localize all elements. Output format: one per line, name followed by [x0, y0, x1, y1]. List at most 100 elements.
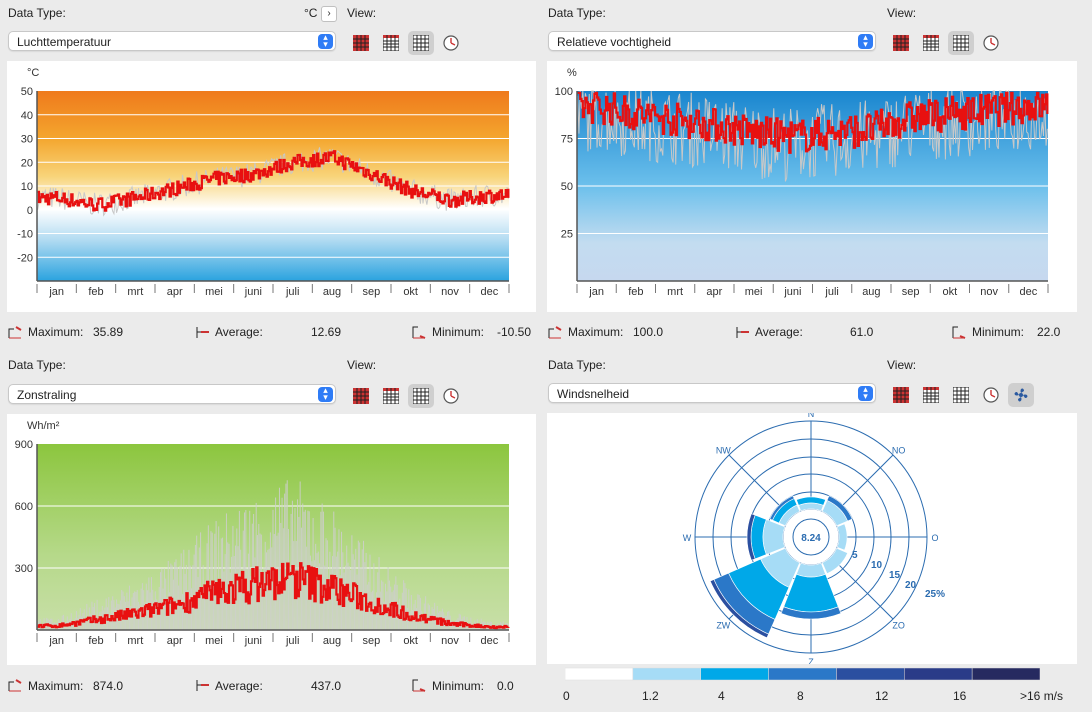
- view-clock-button[interactable]: [978, 383, 1004, 407]
- data-type-select[interactable]: Luchttemperatuur ▴ ▾: [8, 31, 336, 51]
- grid-icon: [413, 35, 429, 51]
- maximum-icon: [547, 325, 563, 342]
- rose-sector: [762, 519, 786, 555]
- clock-icon: [983, 35, 999, 51]
- view-grid-button[interactable]: [408, 384, 434, 408]
- select-arrows-icon: ▴ ▾: [318, 386, 333, 402]
- month-label: jan: [588, 286, 604, 298]
- view-heatmap-button[interactable]: [348, 31, 374, 55]
- table-grid-icon: [383, 388, 399, 404]
- minimum-icon: [411, 325, 427, 342]
- humidity-chart-panel: 100 75 50 25% jan feb mrt apr mei juni juli aug sep o…: [547, 61, 1077, 312]
- clock-icon: [983, 387, 999, 403]
- month-label: nov: [441, 286, 459, 298]
- month-label: dec: [480, 635, 498, 647]
- view-windrose-button[interactable]: [1008, 383, 1034, 407]
- minimum-label: Minimum:: [972, 325, 1025, 339]
- data-type-select[interactable]: Zonstraling ▴ ▾: [8, 384, 336, 404]
- month-label: mei: [745, 286, 763, 298]
- view-table-button[interactable]: [378, 31, 404, 55]
- legend-swatch: [971, 667, 1040, 681]
- month-label: juli: [285, 635, 299, 647]
- view-table-button[interactable]: [378, 384, 404, 408]
- minimum-label: Minimum:: [432, 325, 485, 339]
- month-label: juni: [244, 635, 262, 647]
- y-tick-label: 100: [555, 86, 573, 98]
- temperature-chart: 50 40 30 20 10 0 -10 -20 °C jan feb mrt apr mei juni ju…: [17, 67, 510, 298]
- view-clock-button[interactable]: [978, 31, 1004, 55]
- y-tick-label: 20: [21, 157, 33, 169]
- average-label: Average:: [215, 325, 263, 339]
- y-axis-unit: °C: [27, 67, 39, 79]
- maximum-label: Maximum:: [28, 325, 84, 339]
- month-label: mei: [205, 635, 223, 647]
- ring-label: 15: [889, 570, 901, 581]
- center-value: 8.24: [801, 533, 821, 544]
- month-label: aug: [862, 286, 880, 298]
- ring-label: 25%: [925, 589, 945, 600]
- view-clock-button[interactable]: [438, 384, 464, 408]
- month-label: aug: [323, 286, 341, 298]
- view-grid-button[interactable]: [948, 383, 974, 407]
- data-type-label: Data Type:: [548, 358, 606, 372]
- month-label: nov: [441, 635, 459, 647]
- month-label: mrt: [667, 286, 683, 298]
- series-line: [37, 150, 510, 212]
- month-label: sep: [362, 286, 380, 298]
- legend-label: 0: [563, 689, 570, 703]
- windrose-panel: 8.24 5 10 15 20 25% N NO O ZO Z ZW W NW: [547, 409, 1077, 667]
- y-tick-label: -20: [17, 252, 33, 264]
- fan-icon: [1014, 388, 1028, 402]
- average-icon: [195, 678, 211, 695]
- month-label: jan: [48, 635, 64, 647]
- rose-sector: [709, 579, 769, 639]
- grid-icon: [413, 388, 429, 404]
- humidity-chart: 100 75 50 25% jan feb mrt apr mei juni juli aug sep o…: [555, 67, 1049, 298]
- rose-sector: [826, 495, 853, 522]
- data-type-select[interactable]: Windsnelheid ▴ ▾: [548, 383, 876, 403]
- month-label: jan: [48, 286, 64, 298]
- legend-swatch: [632, 667, 701, 681]
- ring-label: 20: [905, 580, 917, 591]
- month-label: aug: [323, 635, 341, 647]
- clock-icon: [443, 388, 459, 404]
- legend-label: 16: [953, 689, 967, 703]
- select-arrows-icon: ▴ ▾: [858, 33, 873, 49]
- view-table-button[interactable]: [918, 383, 944, 407]
- view-grid-button[interactable]: [948, 31, 974, 55]
- view-clock-button[interactable]: [438, 31, 464, 55]
- minimum-icon: [951, 325, 967, 342]
- ring-label: 10: [871, 560, 883, 571]
- view-heatmap-button[interactable]: [348, 384, 374, 408]
- rose-sector: [780, 606, 842, 620]
- daily-range-line: [37, 147, 509, 217]
- rose-sector: [796, 562, 826, 578]
- view-table-button[interactable]: [918, 31, 944, 55]
- average-icon: [195, 325, 211, 342]
- month-label: apr: [167, 635, 183, 647]
- maximum-label: Maximum:: [568, 325, 624, 339]
- grid-icon: [953, 387, 969, 403]
- month-label: feb: [88, 635, 103, 647]
- unit-toggle-button[interactable]: ›: [321, 6, 337, 22]
- table-grid-icon: [383, 35, 399, 51]
- direction-label: NW: [716, 445, 731, 455]
- view-grid-button[interactable]: [408, 31, 434, 55]
- legend-swatch: [768, 667, 837, 681]
- month-label: sep: [362, 635, 380, 647]
- month-label: okt: [943, 286, 958, 298]
- rose-sector: [746, 513, 756, 561]
- minimum-icon: [411, 678, 427, 695]
- legend-swatch: [904, 667, 973, 681]
- data-type-select-value: Luchttemperatuur: [17, 35, 112, 49]
- view-heatmap-button[interactable]: [888, 31, 914, 55]
- data-type-select-value: Relatieve vochtigheid: [557, 35, 672, 49]
- y-tick-label: 300: [15, 563, 33, 575]
- y-tick-label: 75: [561, 134, 573, 146]
- direction-label: ZO: [892, 621, 905, 631]
- month-label: juli: [824, 286, 838, 298]
- data-type-select[interactable]: Relatieve vochtigheid ▴ ▾: [548, 31, 876, 51]
- month-label: juni: [783, 286, 801, 298]
- direction-label: ZW: [716, 621, 730, 631]
- view-heatmap-button[interactable]: [888, 383, 914, 407]
